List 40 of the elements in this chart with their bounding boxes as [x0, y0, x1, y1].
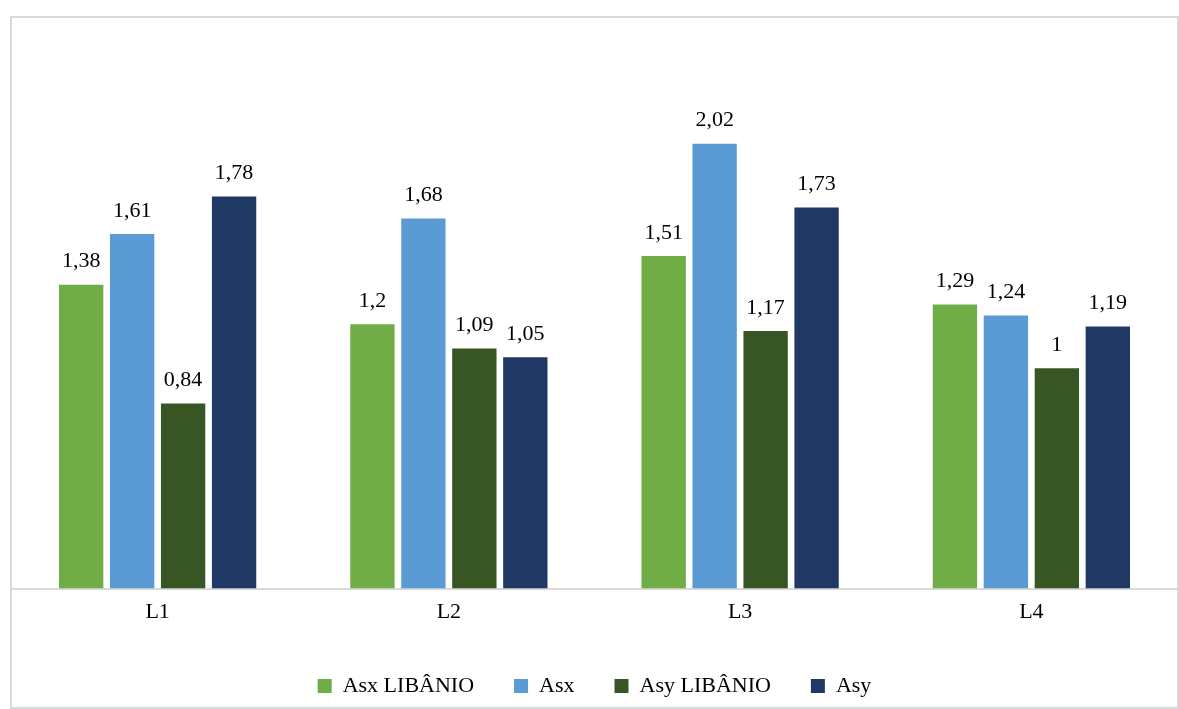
bar — [794, 207, 839, 589]
data-label: 1,78 — [214, 159, 254, 185]
bar — [452, 348, 497, 589]
bar — [109, 234, 155, 589]
bar — [401, 218, 446, 589]
bar — [932, 304, 978, 589]
legend-label: Asy LIBÂNIO — [639, 671, 771, 697]
bar — [211, 196, 257, 589]
bar — [350, 324, 395, 589]
data-label: 0,84 — [163, 366, 203, 392]
bar — [743, 330, 788, 589]
data-label: 1,73 — [797, 170, 836, 196]
bar — [1085, 326, 1130, 589]
data-label: 1,05 — [506, 320, 545, 346]
data-label: 1 — [1051, 331, 1063, 357]
data-label: 2,02 — [695, 106, 734, 132]
data-label: 1,2 — [358, 287, 387, 313]
data-label: 1,68 — [404, 181, 443, 207]
data-label: 1,61 — [112, 196, 152, 222]
x-tick-label: L1 — [145, 597, 170, 623]
data-label: 1,38 — [61, 247, 101, 273]
bar — [983, 315, 1029, 589]
bar — [641, 256, 686, 589]
data-label: 1,24 — [986, 278, 1026, 304]
x-tick-label: L3 — [727, 597, 753, 623]
legend-label: Asx LIBÂNIO — [342, 671, 475, 697]
data-label: 1,19 — [1088, 289, 1128, 315]
bar — [692, 143, 737, 589]
data-label: 1,09 — [455, 311, 494, 337]
bar — [1034, 368, 1080, 589]
x-tick-label: L4 — [1019, 597, 1044, 623]
x-tick-label: L2 — [436, 597, 462, 623]
bar — [59, 284, 104, 589]
bar — [503, 357, 548, 589]
legend-label: Asy — [835, 671, 872, 697]
legend-label: Asx — [539, 671, 575, 697]
bar — [160, 403, 206, 589]
data-label: 1,17 — [746, 293, 785, 319]
data-label: 1,29 — [935, 267, 975, 293]
data-label: 1,51 — [644, 218, 683, 244]
